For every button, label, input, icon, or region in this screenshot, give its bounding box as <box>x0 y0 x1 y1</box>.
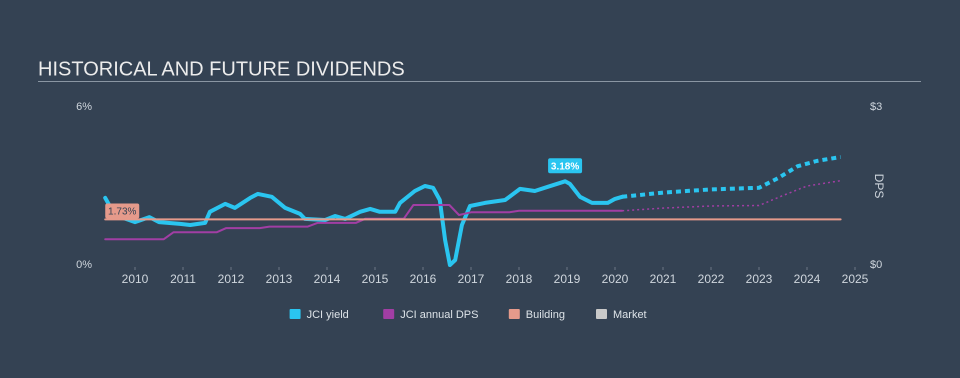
legend-swatch <box>289 309 301 319</box>
annotation-label: 3.18% <box>551 161 579 172</box>
legend-label: Market <box>613 309 647 321</box>
x-tick-label: 2020 <box>602 272 629 286</box>
x-tick-label: 2022 <box>698 272 725 286</box>
x-tick-label: 2017 <box>458 272 485 286</box>
y2-axis-label: DPS <box>872 174 886 199</box>
annotation-box <box>105 203 140 219</box>
legend-swatch <box>508 309 520 319</box>
legend-label: JCI yield <box>307 309 349 321</box>
annotation-label: 1.73% <box>108 207 136 218</box>
x-tick-label: 2013 <box>266 272 293 286</box>
y-tick-label: 0% <box>76 259 92 271</box>
chart-title: HISTORICAL AND FUTURE DIVIDENDS <box>38 58 405 80</box>
x-tick-label: 2024 <box>794 272 821 286</box>
y2-tick-label: $0 <box>870 259 882 271</box>
y2-tick-label: $3 <box>870 101 882 113</box>
x-tick-label: 2019 <box>554 272 581 286</box>
x-tick-label: 2016 <box>410 272 437 286</box>
y-tick-label: 6% <box>76 101 92 113</box>
x-tick-label: 2025 <box>842 272 869 286</box>
annotation-box <box>548 158 583 174</box>
x-tick-label: 2023 <box>746 272 773 286</box>
x-tick-label: 2011 <box>170 272 196 286</box>
x-tick-label: 2015 <box>362 272 389 286</box>
series-line <box>103 179 625 267</box>
series-line <box>104 204 624 241</box>
x-tick-label: 2010 <box>122 272 149 286</box>
legend-label: Building <box>526 309 565 321</box>
legend-swatch <box>596 309 607 319</box>
series-line <box>621 155 841 199</box>
x-tick-label: 2014 <box>314 272 341 286</box>
x-tick-label: 2021 <box>650 272 677 286</box>
legend-swatch <box>383 309 395 319</box>
series-line <box>622 179 841 212</box>
x-tick-label: 2018 <box>506 272 533 286</box>
x-tick-label: 2012 <box>218 272 245 286</box>
legend-label: JCI annual DPS <box>400 309 478 321</box>
